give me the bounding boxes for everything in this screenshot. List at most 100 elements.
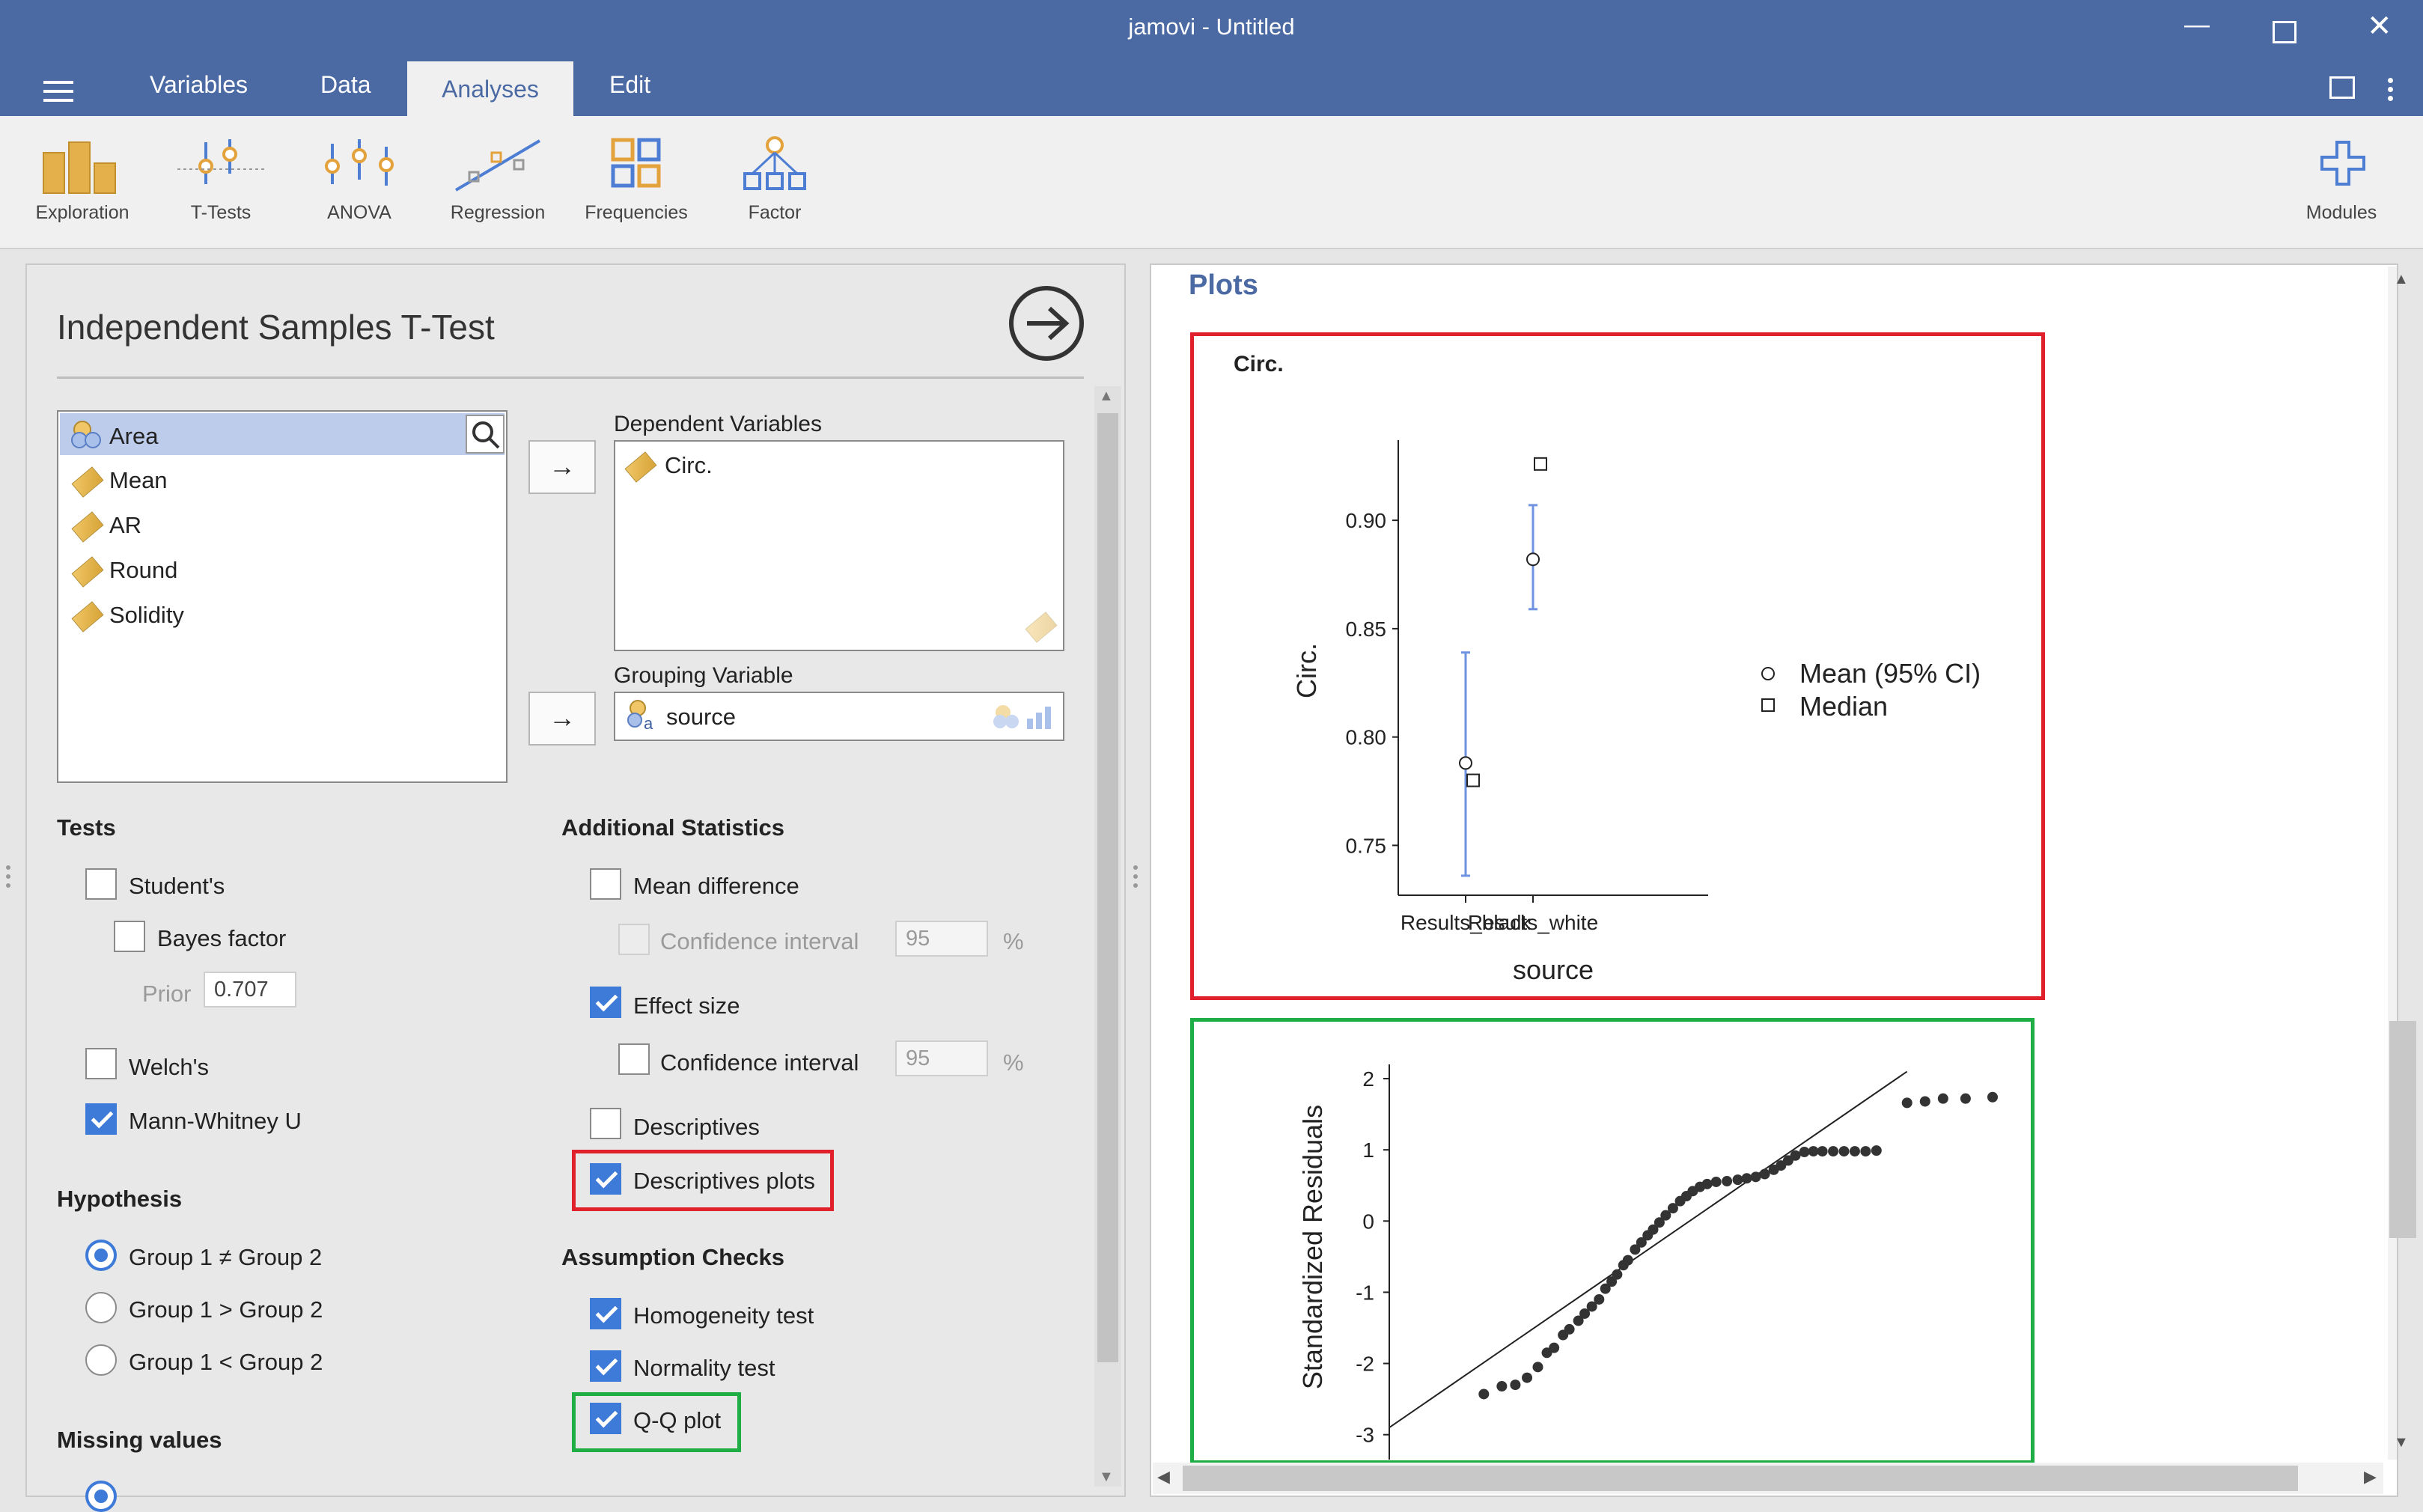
residual-point [1573, 1315, 1584, 1326]
list-item[interactable]: Round [109, 557, 178, 583]
confidence-interval-label: Confidence interval [660, 928, 859, 954]
homogeneity-test-label: Homogeneity test [633, 1302, 814, 1329]
scroll-down-icon[interactable]: ▼ [2394, 1434, 2409, 1451]
scroll-right-icon[interactable]: ▶ [2364, 1467, 2377, 1486]
list-item[interactable]: Solidity [109, 602, 184, 628]
mean-difference-label: Mean difference [633, 873, 799, 899]
hypothesis-less-radio[interactable] [85, 1344, 117, 1376]
hypothesis-not-equal-radio[interactable] [85, 1240, 117, 1271]
splitter-handle[interactable] [1133, 865, 1139, 888]
residual-point [1759, 1168, 1770, 1180]
results-scrollbar-thumb[interactable] [2389, 1021, 2416, 1238]
residual-point [1799, 1147, 1810, 1158]
results-scrollbar[interactable] [2388, 266, 2397, 1460]
confidence-interval-checkbox[interactable] [618, 924, 650, 955]
grouping-variable-box[interactable] [614, 692, 1064, 741]
tab-edit[interactable]: Edit [609, 71, 651, 98]
normality-test-checkbox[interactable] [590, 1350, 621, 1382]
residual-point [1710, 1176, 1722, 1187]
ribbon-factor[interactable]: Factor [707, 127, 842, 247]
residual-point [1496, 1381, 1508, 1392]
ribbon-modules[interactable]: Modules [2274, 127, 2409, 247]
confidence-interval-field[interactable]: 95 [895, 921, 988, 957]
dependent-variables-box[interactable] [614, 440, 1064, 651]
tests-header: Tests [57, 814, 116, 841]
dependent-variable-item[interactable]: Circ. [665, 452, 713, 478]
missing-values-radio[interactable] [85, 1481, 117, 1512]
ribbon-anova[interactable]: ANOVA [292, 127, 427, 247]
scroll-down-icon[interactable]: ▼ [1099, 1469, 1114, 1485]
y-tick-label: 0 [1362, 1210, 1374, 1233]
effect-size-ci-field[interactable]: 95 [895, 1040, 988, 1076]
hamburger-menu-icon[interactable] [43, 81, 73, 102]
median-point [1466, 773, 1480, 787]
hypothesis-greater-label: Group 1 > Group 2 [129, 1296, 323, 1323]
scroll-left-icon[interactable]: ◀ [1157, 1467, 1170, 1486]
effect-size-label: Effect size [633, 993, 740, 1019]
variable-type-hint-icon [993, 705, 1051, 729]
results-h-scrollbar-thumb[interactable] [1183, 1466, 2298, 1491]
effect-size-checkbox[interactable] [590, 987, 621, 1018]
chart-title: Circ. [1234, 352, 1284, 377]
tab-analyses[interactable]: Analyses [407, 61, 573, 116]
y-tick-label: 0.90 [1346, 509, 1387, 532]
search-icon [472, 421, 500, 449]
mann-whitney-label: Mann-Whitney U [129, 1108, 302, 1134]
welch-checkbox[interactable] [85, 1048, 117, 1079]
options-scrollbar-thumb[interactable] [1097, 413, 1118, 1362]
ribbon-regression[interactable]: Regression [430, 127, 565, 247]
legend-median-label: Median [1799, 691, 1888, 722]
ribbon-t-tests[interactable]: T-Tests [153, 127, 288, 247]
residual-point [1667, 1203, 1678, 1214]
bayes-factor-checkbox[interactable] [114, 921, 145, 952]
list-item[interactable]: Area [109, 423, 159, 449]
move-to-dependent-button[interactable]: → [528, 440, 596, 494]
nominal-variable-icon [71, 421, 101, 448]
tab-variables[interactable]: Variables [150, 71, 249, 98]
title-divider [57, 377, 1084, 379]
legend-median-marker [1761, 698, 1775, 712]
search-button[interactable] [466, 415, 505, 454]
effect-size-ci-checkbox[interactable] [618, 1043, 650, 1075]
ribbon-frequencies[interactable]: Frequencies [569, 127, 704, 247]
descriptives-checkbox[interactable] [590, 1108, 621, 1139]
list-item[interactable]: Mean [109, 467, 168, 493]
go-to-results-icon[interactable] [1008, 284, 1085, 362]
ribbon-exploration[interactable]: Exploration [15, 127, 150, 247]
highlight-box [572, 1150, 834, 1211]
maximize-icon[interactable] [2273, 21, 2296, 43]
students-label: Student's [129, 873, 225, 899]
qq-plot-checkbox[interactable] [590, 1403, 621, 1434]
close-icon[interactable]: ✕ [2367, 10, 2392, 43]
mean-difference-checkbox[interactable] [590, 868, 621, 900]
more-options-icon[interactable] [2388, 78, 2393, 101]
tab-data[interactable]: Data [320, 71, 371, 98]
residual-point [1828, 1146, 1839, 1157]
minimize-icon[interactable]: — [2184, 10, 2210, 39]
y-tick-label: -1 [1356, 1281, 1374, 1304]
results-mode-icon[interactable] [2329, 76, 2355, 99]
grouping-variable-item[interactable]: source [666, 704, 737, 730]
homogeneity-test-checkbox[interactable] [590, 1298, 621, 1329]
list-item[interactable]: AR [109, 512, 142, 538]
qq-plot: 2 1 0 -1 -2 -3 Standardized Residuals [1297, 1064, 1998, 1460]
variable-list[interactable] [57, 410, 508, 783]
y-tick-label: -3 [1356, 1424, 1374, 1447]
scroll-up-icon[interactable]: ▲ [2394, 271, 2409, 287]
residual-point [1549, 1342, 1560, 1353]
residual-point [1606, 1276, 1618, 1287]
hypothesis-greater-radio[interactable] [85, 1292, 117, 1323]
residual-point [1510, 1380, 1521, 1391]
descriptives-plots-checkbox[interactable] [590, 1163, 621, 1195]
analysis-title: Independent Samples T-Test [57, 308, 495, 347]
students-checkbox[interactable] [85, 868, 117, 900]
mean-point [1526, 552, 1540, 567]
scroll-up-icon[interactable]: ▲ [1099, 388, 1114, 404]
prior-field[interactable]: 0.707 [204, 972, 296, 1008]
mann-whitney-checkbox[interactable] [85, 1103, 117, 1135]
move-to-grouping-button[interactable]: → [528, 692, 596, 746]
list-item-selected[interactable] [60, 413, 505, 455]
splitter-handle[interactable] [6, 865, 12, 888]
residual-point [1838, 1146, 1850, 1157]
residual-point [1741, 1173, 1752, 1184]
